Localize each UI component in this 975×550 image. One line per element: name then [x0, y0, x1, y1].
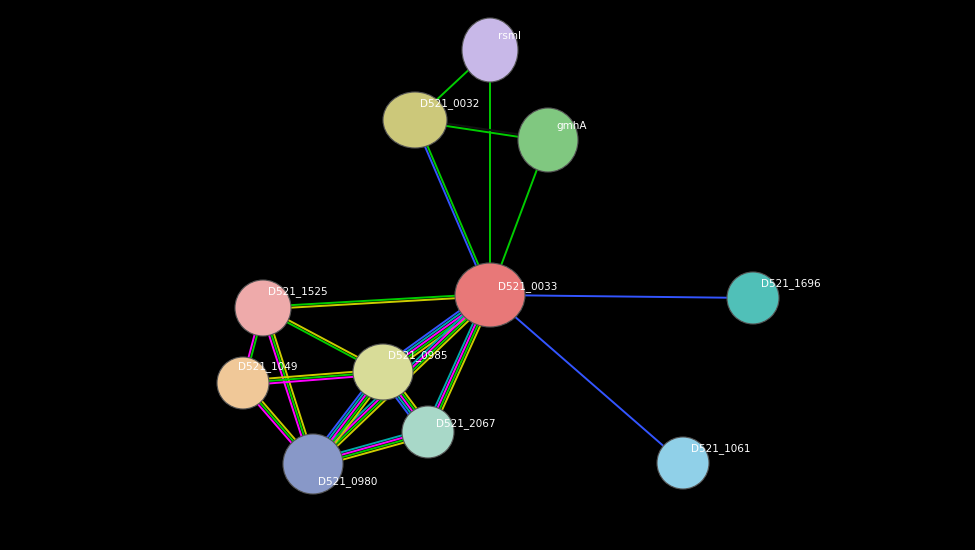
Ellipse shape	[235, 280, 291, 336]
Ellipse shape	[462, 18, 518, 82]
Ellipse shape	[283, 434, 343, 494]
Ellipse shape	[455, 263, 525, 327]
Text: D521_1525: D521_1525	[268, 287, 328, 298]
Text: gmhA: gmhA	[556, 121, 587, 131]
Ellipse shape	[727, 272, 779, 324]
Ellipse shape	[518, 108, 578, 172]
Ellipse shape	[383, 92, 447, 148]
Text: rsml: rsml	[498, 31, 521, 41]
Text: D521_1049: D521_1049	[238, 361, 297, 372]
Ellipse shape	[402, 406, 454, 458]
Text: D521_0032: D521_0032	[420, 98, 480, 109]
Text: D521_2067: D521_2067	[436, 419, 495, 430]
Text: D521_1696: D521_1696	[761, 278, 821, 289]
Text: D521_1061: D521_1061	[691, 443, 751, 454]
Text: D521_0985: D521_0985	[388, 350, 448, 361]
Ellipse shape	[217, 357, 269, 409]
Text: D521_0980: D521_0980	[318, 476, 377, 487]
Ellipse shape	[353, 344, 413, 400]
Ellipse shape	[657, 437, 709, 489]
Text: D521_0033: D521_0033	[498, 282, 558, 293]
